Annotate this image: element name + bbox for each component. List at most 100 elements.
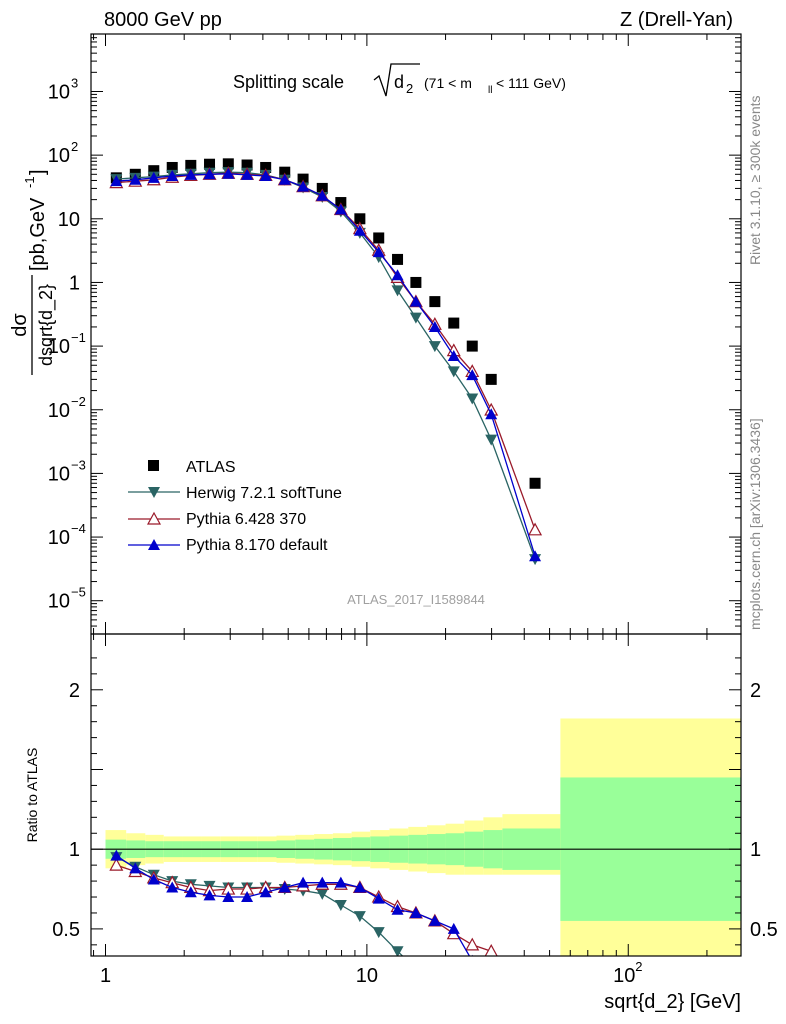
data-point-herwig: [428, 341, 441, 353]
data-point-pythia8: [409, 295, 422, 307]
energy-label: 8000 GeV pp: [104, 9, 222, 31]
y-tick-label-base: 10: [48, 145, 70, 167]
ratio-point-pythia8: [297, 876, 310, 888]
x-axis-label: sqrt{d_2} [GeV]: [604, 991, 741, 1013]
title-text: Splitting scale: [233, 72, 344, 92]
ratio-point-pythia6: [484, 943, 498, 956]
ratio-frame: [90, 633, 742, 957]
data-point-herwig: [447, 366, 460, 378]
data-point-atlas: [241, 159, 253, 171]
y-tick-label: 10 −5: [48, 585, 86, 613]
ratio-point-pythia8: [259, 886, 272, 898]
process-label: Z (Drell-Yan): [620, 9, 733, 31]
data-point-atlas: [316, 182, 328, 194]
main-line-pythia8: [116, 173, 536, 557]
data-point-pythia8: [353, 224, 366, 236]
sqrt-symbol: [373, 63, 420, 97]
data-point-atlas: [410, 276, 422, 288]
data-point-pythia8: [222, 167, 235, 179]
y-tick-label: 10: [58, 209, 80, 231]
title-range: (71 < m: [424, 75, 472, 91]
ratio-point-herwig: [466, 991, 478, 1002]
ratio-axis-ticks: [91, 634, 741, 956]
legend-entry-herwig: Herwig 7.2.1 softTune: [128, 485, 342, 502]
legend: ATLAS Herwig 7.2.1 softTune Pythia 6.428…: [128, 459, 342, 554]
data-point-pythia8: [428, 320, 441, 332]
title-sqrt-sub: 2: [406, 81, 413, 96]
ratio-point-pythia8: [372, 892, 385, 904]
main-series-group: [109, 158, 543, 566]
legend-entry-pythia8: Pythia 8.170 default: [128, 537, 328, 554]
data-point-pythia8: [203, 168, 216, 180]
legend-entry-atlas: ATLAS: [148, 459, 236, 476]
data-point-pythia8: [466, 369, 479, 381]
legend-entry-pythia6: Pythia 6.428 370: [128, 511, 306, 528]
title-range-sub: ll: [488, 85, 492, 96]
data-point-pythia6: [528, 522, 543, 536]
data-point-atlas: [222, 158, 234, 170]
ratio-point-herwig: [316, 888, 329, 900]
ylabel-unit-end: ]: [27, 169, 49, 175]
legend-label-pythia6: Pythia 6.428 370: [186, 511, 306, 528]
data-point-herwig: [391, 285, 404, 297]
data-point-atlas: [466, 340, 478, 352]
data-point-pythia8: [529, 550, 542, 562]
x-tick-label-exp: 2: [635, 959, 642, 974]
data-point-pythia8: [485, 408, 498, 420]
ratio-x-tick-labels: 1 10 10 2: [100, 959, 643, 987]
data-point-pythia8: [184, 168, 197, 180]
data-point-pythia8: [259, 170, 272, 182]
data-point-pythia8: [334, 203, 347, 215]
y-tick-label-exp: −5: [71, 585, 86, 600]
data-point-atlas: [429, 296, 441, 308]
data-point-atlas: [148, 165, 160, 177]
data-point-pythia8: [391, 269, 404, 281]
y-tick-label-base: 10: [58, 209, 80, 231]
ratio-point-herwig: [485, 996, 497, 1007]
title-sqrt-var: d: [394, 72, 404, 92]
ratio-point-pythia8: [129, 862, 142, 874]
ratio-point-pythia6: [465, 937, 480, 951]
y-tick-label-exp: −2: [71, 394, 86, 409]
ratio-point-pythia8: [241, 891, 254, 903]
y-tick-label-exp: 3: [71, 75, 78, 90]
legend-label-atlas: ATLAS: [186, 459, 236, 476]
ratio-uncertainty-bands: [91, 718, 741, 956]
ratio-point-herwig: [448, 984, 460, 995]
ratio-y-axis-label: Ratio to ATLAS: [24, 748, 40, 843]
data-point-atlas: [373, 232, 385, 244]
y-tick-label-base: 10: [48, 527, 70, 549]
analysis-watermark: ATLAS_2017_I1589844: [347, 592, 485, 607]
main-line-herwig: [116, 171, 536, 560]
data-point-pythia8: [316, 189, 329, 201]
data-point-atlas: [448, 317, 460, 329]
data-point-pythia8: [129, 173, 142, 185]
data-point-atlas: [185, 159, 197, 171]
x-tick-label: 1: [100, 965, 111, 987]
y-tick-label-base: 10: [48, 81, 70, 103]
ratio-point-pythia8: [147, 873, 160, 885]
data-point-atlas: [354, 213, 366, 225]
y-tick-label-exp: −4: [71, 521, 86, 536]
y-tick-label: 10 −1: [48, 330, 86, 358]
ylabel-unit: [pb,GeV: [27, 197, 49, 271]
main-axis-ticks: [91, 33, 741, 635]
data-point-atlas: [392, 253, 404, 265]
data-point-atlas: [297, 173, 309, 185]
ylabel-denominator: dsqrt{d_2}: [36, 284, 57, 366]
y-tick-label-exp: −1: [71, 330, 86, 345]
data-point-atlas: [166, 161, 178, 173]
ratio-point-herwig: [410, 964, 422, 975]
ratio-point-pythia8: [203, 889, 216, 901]
title-range-end: < 111 GeV): [496, 75, 566, 91]
ratio-point-herwig: [334, 899, 347, 911]
ratio-point-pythia8: [391, 903, 404, 915]
ratio-y-tick-label: 0.5: [52, 919, 80, 941]
y-tick-label-base: 10: [48, 336, 70, 358]
data-point-atlas: [279, 166, 291, 178]
ratio-point-pythia8: [166, 881, 179, 893]
y-tick-label: 10 −3: [48, 457, 86, 485]
y-tick-label: 10 −2: [48, 394, 86, 422]
ratio-y-tick-label: 1: [69, 839, 80, 861]
